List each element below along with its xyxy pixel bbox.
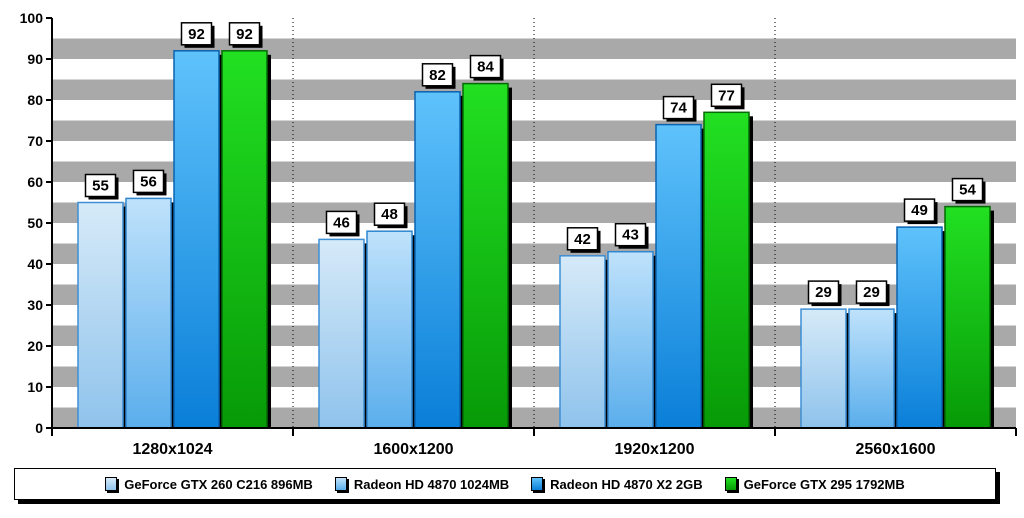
- legend-swatch-hd4870x2: [531, 477, 544, 491]
- data-label: 42: [574, 231, 591, 248]
- data-label: 92: [188, 26, 205, 43]
- bar: [221, 50, 268, 429]
- bar: [414, 91, 461, 429]
- data-label-box: [228, 22, 261, 46]
- data-label: 92: [236, 26, 253, 43]
- legend-item-hd4870: Radeon HD 4870 1024MB: [334, 476, 510, 492]
- data-label-box: [662, 95, 695, 120]
- data-label: 74: [670, 100, 687, 117]
- data-label-box: [325, 210, 358, 235]
- data-label: 82: [429, 67, 446, 84]
- data-label-box: [373, 202, 406, 226]
- data-label: 49: [911, 202, 928, 219]
- data-label-box: [903, 198, 936, 222]
- x-tick-label: 1280x1024: [132, 441, 212, 458]
- grid-band: [52, 366, 1016, 387]
- legend: GeForce GTX 260 C216 896MB Radeon HD 487…: [14, 468, 996, 500]
- bars: [77, 50, 994, 429]
- data-label: 84: [477, 59, 494, 76]
- bar: [77, 201, 124, 429]
- y-tick-label: 20: [27, 338, 43, 354]
- bar: [607, 250, 654, 429]
- legend-item-hd4870x2: Radeon HD 4870 X2 2GB: [531, 476, 703, 492]
- legend-swatch-gtx295: [724, 477, 737, 491]
- data-label: 43: [622, 227, 639, 244]
- y-tick-label: 0: [35, 420, 43, 436]
- data-label: 48: [381, 206, 398, 223]
- x-tick-label: 1600x1200: [373, 441, 453, 458]
- data-label-box: [614, 222, 647, 247]
- y-tick-label: 30: [27, 297, 43, 313]
- legend-label: Radeon HD 4870 1024MB: [353, 476, 510, 492]
- y-tick-label: 60: [27, 174, 43, 190]
- legend-item-gtx260: GeForce GTX 260 C216 896MB: [105, 477, 313, 492]
- legend-label: GeForce GTX 260 C216 896MB: [124, 476, 313, 492]
- y-tick-label: 90: [27, 51, 43, 67]
- bar: [173, 50, 220, 429]
- data-label: 46: [333, 214, 350, 231]
- data-labels: 55 56 92 92 46 48 82 84 42 43 74 77 29 29 49 54: [84, 22, 986, 307]
- data-label: 29: [863, 284, 880, 301]
- bar-chart: 0 10 20 30 40 50 60 70 80 90 100 1280x1024 1600x1200…: [20, 10, 1017, 458]
- grid-band: [52, 202, 1016, 223]
- bar: [944, 205, 991, 429]
- bar: [896, 226, 943, 429]
- data-label-box: [469, 54, 502, 79]
- legend-label: GeForce GTX 295 1792MB: [743, 476, 905, 492]
- bar: [366, 230, 413, 429]
- data-label-box: [84, 173, 117, 198]
- legend-swatch-hd4870: [334, 477, 347, 491]
- x-tick-label: 1920x1200: [614, 441, 694, 458]
- bar: [318, 238, 365, 429]
- y-tick-label: 50: [27, 215, 43, 231]
- bar: [125, 197, 172, 429]
- data-label-box: [566, 227, 599, 251]
- y-tick-label: 100: [20, 10, 44, 26]
- bar: [655, 123, 702, 429]
- bar: [703, 111, 750, 429]
- y-tick-label: 10: [27, 379, 43, 395]
- data-label: 55: [92, 178, 109, 195]
- legend-item-gtx295: GeForce GTX 295 1792MB: [724, 476, 905, 492]
- data-label: 77: [718, 87, 735, 104]
- bar: [462, 82, 509, 429]
- category-dividers: [292, 18, 776, 428]
- bar: [559, 255, 606, 429]
- bar: [800, 308, 847, 429]
- data-label: 29: [815, 284, 832, 301]
- y-tick-label: 80: [27, 92, 43, 108]
- data-label: 56: [140, 173, 157, 190]
- bar: [848, 308, 895, 429]
- axes: 0 10 20 30 40 50 60 70 80 90 100 1280x1024 1600x1200…: [20, 10, 1017, 458]
- legend-swatch-gtx260: [105, 477, 118, 491]
- y-tick-label: 70: [27, 133, 43, 149]
- data-label-box: [855, 280, 888, 304]
- data-label-box: [710, 83, 743, 108]
- data-label: 54: [959, 182, 976, 199]
- data-label-box: [132, 169, 165, 194]
- grid-band: [52, 38, 1016, 59]
- data-label-box: [421, 63, 454, 87]
- data-label-box: [951, 177, 984, 202]
- x-tick-label: 2560x1600: [855, 441, 935, 458]
- data-label-box: [807, 280, 840, 304]
- data-label-box: [180, 22, 213, 46]
- y-tick-label: 40: [27, 256, 43, 272]
- legend-label: Radeon HD 4870 X2 2GB: [550, 476, 703, 492]
